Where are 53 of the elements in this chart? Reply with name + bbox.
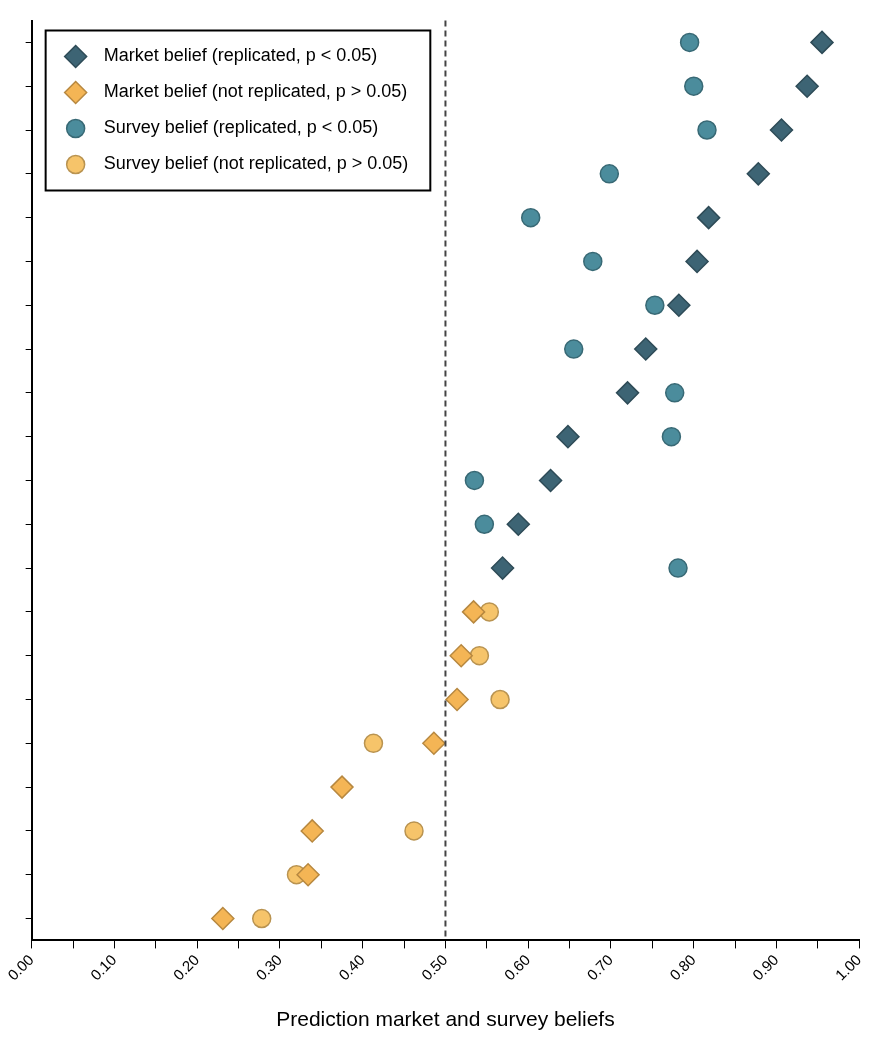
point bbox=[445, 687, 469, 712]
point bbox=[684, 76, 704, 96]
legend-label: Market belief (not replicated, p > 0.05) bbox=[103, 81, 408, 102]
point bbox=[490, 556, 515, 580]
point bbox=[469, 645, 490, 666]
point bbox=[330, 775, 354, 799]
point bbox=[556, 424, 580, 449]
x-tick-label: 0.30 bbox=[252, 950, 285, 984]
point bbox=[404, 821, 424, 841]
point bbox=[795, 74, 819, 98]
point bbox=[474, 514, 495, 535]
point bbox=[645, 295, 665, 315]
point bbox=[668, 558, 688, 578]
point bbox=[661, 426, 682, 447]
point bbox=[538, 468, 563, 493]
point bbox=[697, 120, 717, 140]
point bbox=[461, 600, 486, 624]
point bbox=[520, 207, 541, 228]
point bbox=[583, 251, 603, 272]
point bbox=[211, 906, 235, 931]
point bbox=[769, 118, 794, 142]
point bbox=[363, 733, 384, 754]
point bbox=[563, 339, 584, 359]
point bbox=[679, 32, 700, 53]
point bbox=[696, 205, 721, 230]
point bbox=[296, 862, 320, 887]
x-tick-label: 0.40 bbox=[335, 950, 368, 984]
point bbox=[490, 689, 510, 710]
point bbox=[746, 162, 771, 186]
x-axis-title: Prediction market and survey beliefs bbox=[276, 1007, 615, 1031]
x-tick-label: 0.10 bbox=[86, 950, 120, 984]
x-tick-label: 0.70 bbox=[583, 950, 617, 984]
legend-label: Market belief (replicated, p < 0.05) bbox=[103, 45, 378, 66]
x-tick-label: 0.60 bbox=[500, 950, 534, 984]
point bbox=[615, 381, 640, 405]
point bbox=[300, 819, 324, 843]
x-tick-label: 0.80 bbox=[666, 950, 699, 984]
x-tick-label: 0.20 bbox=[169, 950, 203, 984]
x-tick-label: 0.90 bbox=[748, 950, 782, 984]
point bbox=[449, 643, 473, 668]
point bbox=[599, 164, 620, 184]
point bbox=[667, 293, 691, 317]
point bbox=[664, 383, 685, 403]
point bbox=[464, 470, 485, 491]
legend-label: Survey belief (not replicated, p > 0.05) bbox=[103, 153, 409, 174]
point bbox=[633, 337, 658, 361]
legend-label: Survey belief (replicated, p < 0.05) bbox=[103, 117, 379, 138]
point bbox=[685, 249, 709, 274]
point bbox=[506, 512, 531, 537]
point bbox=[810, 30, 834, 55]
point bbox=[422, 731, 446, 756]
x-tick-label: 0.50 bbox=[417, 950, 451, 984]
point bbox=[251, 908, 272, 929]
